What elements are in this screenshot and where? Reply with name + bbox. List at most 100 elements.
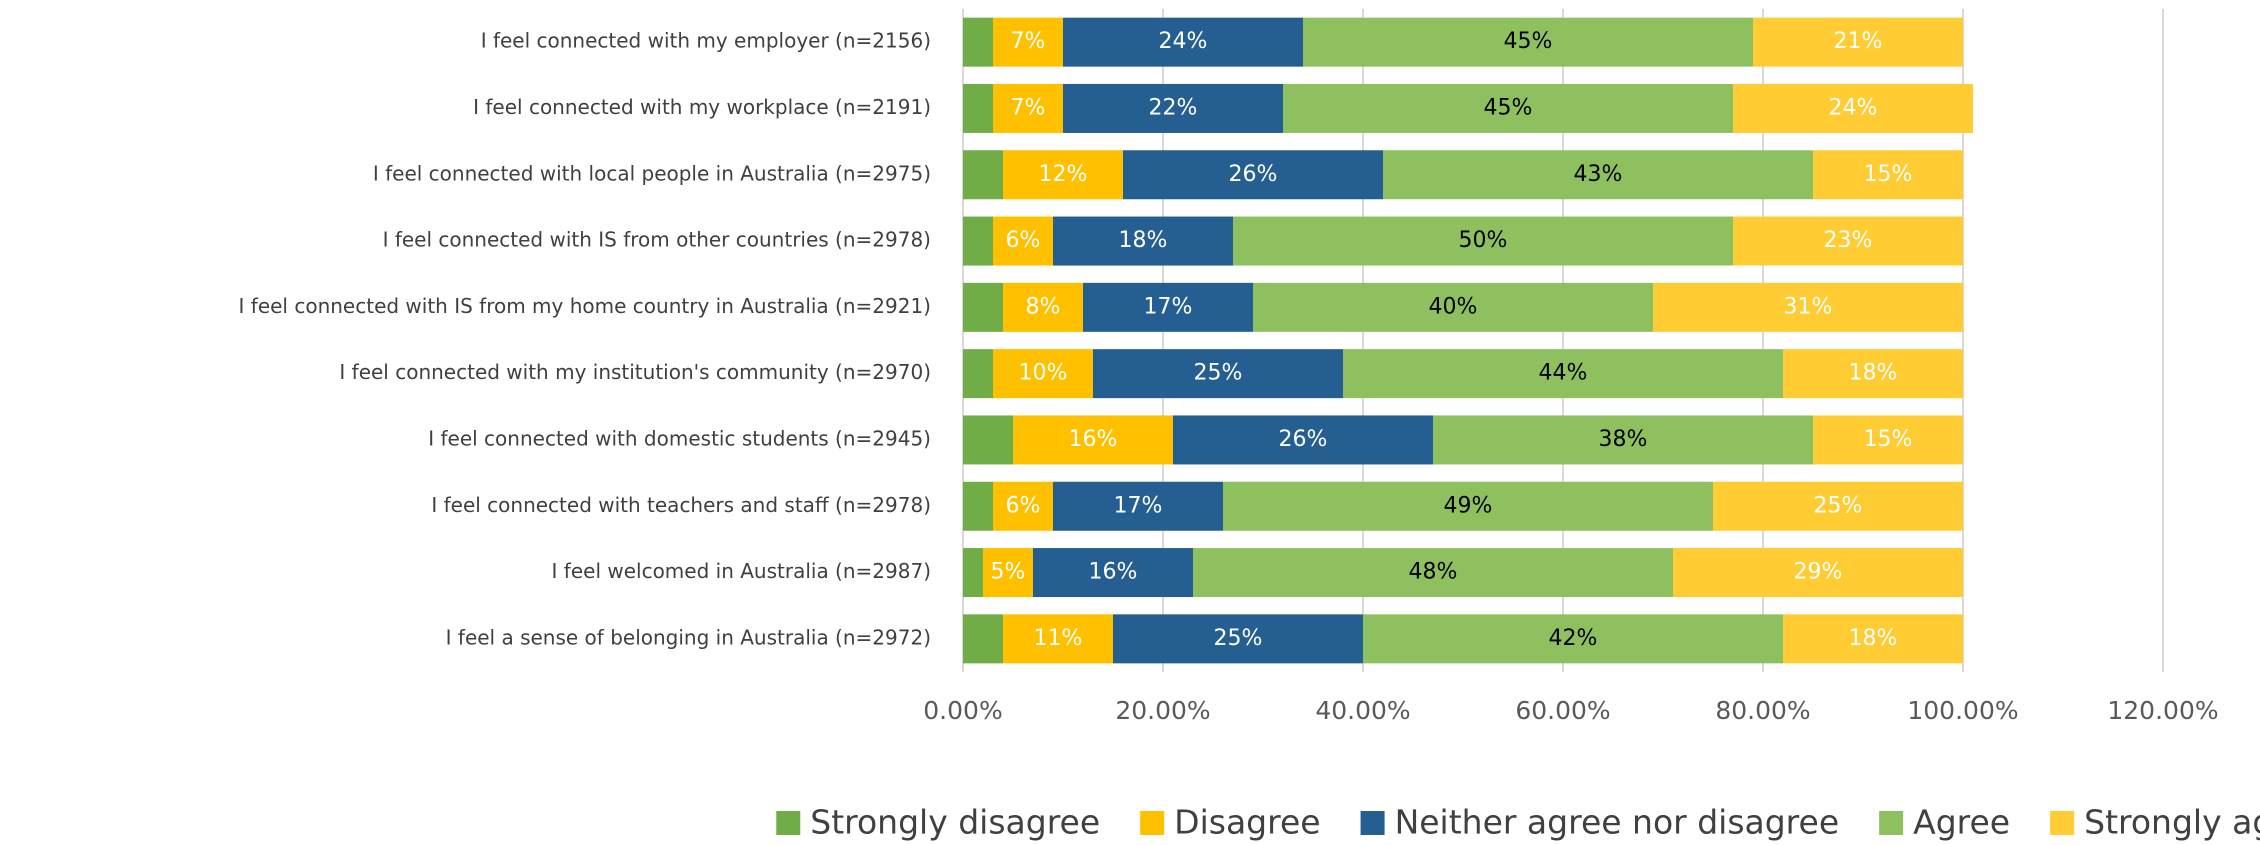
bar-segment: [1053, 481, 1223, 531]
value-label: 12%: [1039, 162, 1088, 187]
category-label: I feel connected with my employer (n=215…: [481, 29, 931, 53]
value-label: 26%: [1279, 427, 1328, 452]
bar-segment: [1033, 548, 1193, 598]
value-label: 40%: [1429, 294, 1478, 319]
bar-segment: [1673, 548, 1963, 598]
bar-segment: [963, 415, 1013, 465]
bar-segment: [1083, 282, 1253, 332]
value-label: 22%: [1149, 95, 1198, 120]
category-label: I feel connected with domestic students …: [428, 426, 931, 450]
value-label: 6%: [1006, 228, 1041, 253]
bar-segment: [963, 282, 1003, 332]
value-label: 24%: [1829, 95, 1878, 120]
category-label: I feel connected with local people in Au…: [373, 161, 931, 185]
bar-segment: [1433, 415, 1813, 465]
x-tick-label: 0.00%: [923, 696, 1002, 725]
legend-swatch: [1360, 811, 1385, 835]
value-label: 25%: [1214, 626, 1263, 651]
bar-segment: [993, 481, 1053, 531]
x-tick-label: 120.00%: [2107, 696, 2218, 725]
bar-segment: [1783, 349, 1963, 399]
bar-segment: [1013, 415, 1173, 465]
value-label: 23%: [1824, 228, 1873, 253]
bar-segment: [1253, 282, 1653, 332]
bar-segment: [1003, 614, 1113, 664]
legend-label: Strongly disagree: [810, 803, 1100, 842]
bar-segment: [1063, 83, 1283, 133]
bar-segment: [1003, 282, 1083, 332]
legend-label: Disagree: [1174, 803, 1320, 842]
value-label: 25%: [1814, 493, 1863, 518]
value-label: 16%: [1089, 560, 1138, 585]
bar-segment: [1053, 216, 1233, 266]
x-tick-label: 80.00%: [1715, 696, 1810, 725]
value-label: 24%: [1159, 29, 1208, 54]
value-label: 18%: [1119, 228, 1168, 253]
value-label: 21%: [1834, 29, 1883, 54]
bar-segment: [963, 216, 993, 266]
category-label: I feel connected with IS from other coun…: [383, 228, 931, 252]
x-tick-label: 40.00%: [1315, 696, 1410, 725]
category-label: I feel connected with my institution's c…: [339, 360, 931, 384]
value-label: 38%: [1599, 427, 1648, 452]
legend-label: Agree: [1913, 803, 2010, 842]
legend-label: Neither agree nor disagree: [1395, 803, 1840, 842]
bar-segment: [963, 481, 993, 531]
value-label: 7%: [1011, 95, 1046, 120]
value-label: 44%: [1539, 361, 1588, 386]
bar-segment: [1713, 481, 1963, 531]
bar-segment: [983, 548, 1033, 598]
bar-segment: [1233, 216, 1733, 266]
value-label: 10%: [1019, 361, 1068, 386]
value-label: 15%: [1864, 427, 1913, 452]
bar-segment: [1383, 150, 1813, 200]
legend-label: Strongly agree: [2084, 803, 2260, 842]
category-label: I feel connected with my workplace (n=21…: [473, 95, 931, 119]
legend-swatch: [2050, 811, 2075, 835]
bar-segment: [1003, 150, 1123, 200]
x-tick-label: 20.00%: [1115, 696, 1210, 725]
value-label: 48%: [1409, 560, 1458, 585]
bar-segment: [1093, 349, 1343, 399]
legend-swatch: [776, 811, 801, 835]
bar-segment: [1753, 17, 1963, 67]
value-label: 5%: [991, 560, 1026, 585]
value-label: 17%: [1114, 493, 1163, 518]
bar-segment: [1193, 548, 1673, 598]
category-label: I feel connected with teachers and staff…: [431, 493, 931, 517]
bar-segment: [1223, 481, 1713, 531]
value-label: 50%: [1459, 228, 1508, 253]
category-label: I feel connected with IS from my home co…: [239, 294, 931, 318]
value-label: 16%: [1069, 427, 1118, 452]
value-label: 7%: [1011, 29, 1046, 54]
bar-segment: [993, 349, 1093, 399]
value-label: 15%: [1864, 162, 1913, 187]
bar-segment: [1653, 282, 1963, 332]
value-label: 6%: [1006, 493, 1041, 518]
bar-segment: [963, 614, 1003, 664]
bar-segment: [963, 548, 983, 598]
bar-segment: [993, 83, 1063, 133]
value-label: 25%: [1194, 361, 1243, 386]
bar-segment: [1063, 17, 1303, 67]
value-label: 45%: [1504, 29, 1553, 54]
value-label: 31%: [1784, 294, 1833, 319]
bar-segment: [993, 216, 1053, 266]
bar-segment: [1343, 349, 1783, 399]
value-label: 43%: [1574, 162, 1623, 187]
category-label: I feel a sense of belonging in Australia…: [446, 625, 931, 649]
bar-segment: [1813, 415, 1963, 465]
value-label: 45%: [1484, 95, 1533, 120]
bar-segment: [1783, 614, 1963, 664]
value-label: 42%: [1549, 626, 1598, 651]
value-label: 18%: [1849, 626, 1898, 651]
bar-segment: [1303, 17, 1753, 67]
category-label: I feel welcomed in Australia (n=2987): [552, 559, 931, 583]
bar-segment: [963, 349, 993, 399]
bar-segment: [963, 17, 993, 67]
bar-segment: [1123, 150, 1383, 200]
x-tick-label: 60.00%: [1515, 696, 1610, 725]
legend-swatch: [1879, 811, 1904, 835]
value-label: 26%: [1229, 162, 1278, 187]
bar-segment: [1363, 614, 1783, 664]
